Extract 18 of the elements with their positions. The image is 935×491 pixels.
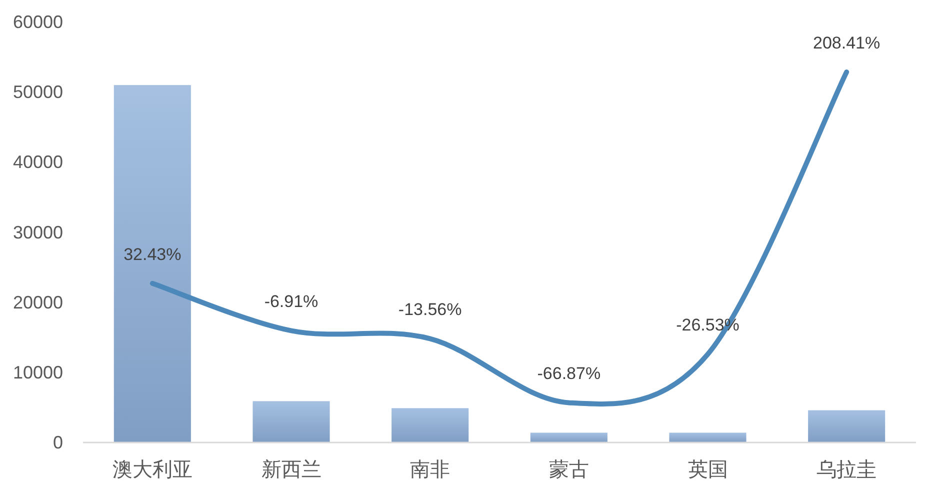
y-tick-label: 30000	[12, 222, 63, 242]
data-label: 208.41%	[813, 33, 880, 52]
x-tick-label: 新西兰	[261, 459, 322, 481]
x-tick-label: 南非	[410, 459, 450, 481]
y-tick-label: 20000	[12, 292, 63, 312]
data-label: -13.56%	[398, 300, 462, 320]
data-label: -66.87%	[537, 364, 601, 384]
x-tick-label: 澳大利亚	[112, 459, 192, 481]
data-label: -6.91%	[264, 292, 318, 312]
data-label: 32.43%	[124, 244, 182, 264]
x-tick-label: 英国	[688, 459, 728, 481]
y-tick-label: 60000	[12, 12, 63, 32]
y-tick-label: 40000	[12, 152, 63, 172]
x-tick-label: 蒙古	[548, 459, 589, 481]
y-tick-label: 50000	[12, 82, 63, 102]
y-tick-label: 0	[52, 432, 63, 452]
x-tick-label: 乌拉圭	[816, 459, 877, 481]
y-tick-label: 10000	[12, 362, 63, 382]
